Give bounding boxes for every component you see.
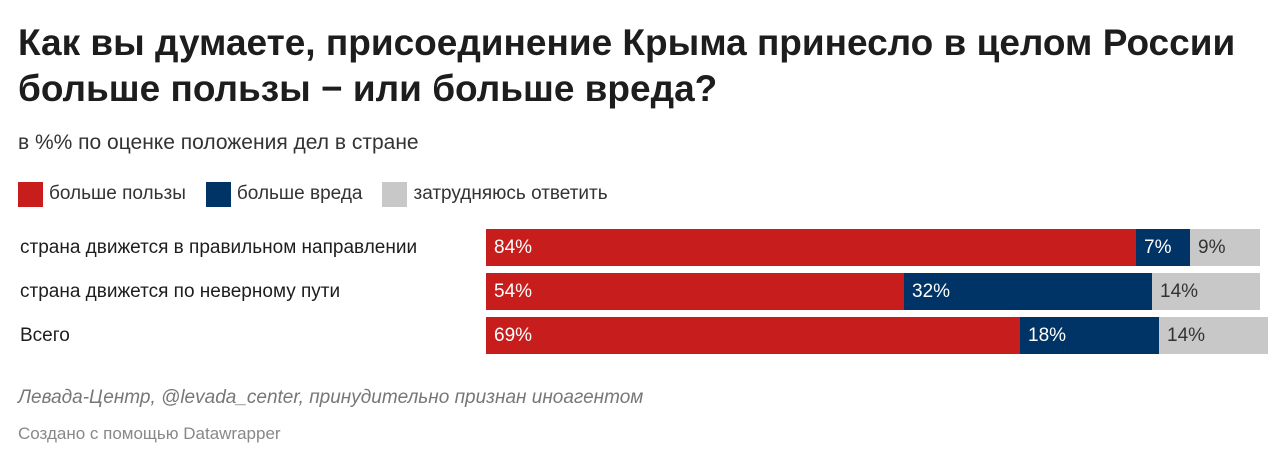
- chart-subtitle: в %% по оценке положения дел в стране: [18, 131, 419, 154]
- legend: больше пользы больше вреда затрудняюсь о…: [18, 180, 628, 208]
- bar-row: страна движется по неверному пути 54% 32% 1…: [0, 273, 1280, 310]
- legend-item-benefit: больше пользы: [18, 181, 186, 207]
- legend-label-benefit: больше пользы: [49, 183, 186, 204]
- data-label: 69%: [494, 325, 533, 346]
- legend-swatch-harm: [205, 181, 231, 207]
- data-label: 32%: [912, 281, 951, 302]
- bar-track: 84% 7% 9%: [486, 229, 1260, 266]
- datawrapper-credit: Создано с помощью Datawrapper: [18, 424, 281, 443]
- legend-item-harm: больше вреда: [205, 181, 363, 207]
- bar-row: Всего 69% 18% 14%: [0, 317, 1280, 354]
- legend-label-harm: больше вреда: [236, 183, 363, 204]
- bar-segment-harm: [904, 273, 1152, 310]
- category-label: Всего: [20, 325, 70, 346]
- source-note: Левада-Центр, @levada_center, принудител…: [18, 387, 644, 408]
- category-label: страна движется по неверному пути: [20, 281, 341, 302]
- chart-title: Как вы думаете, присоединение Крыма прин…: [18, 22, 1236, 109]
- data-label: 14%: [1167, 325, 1206, 346]
- bar-segment-harm: [1136, 229, 1190, 266]
- bar-track: 54% 32% 14%: [486, 273, 1260, 310]
- bar-segment-benefit: [486, 317, 1020, 354]
- bar-segment-unsure: [1190, 229, 1260, 266]
- bar-segment-harm: [1020, 317, 1159, 354]
- data-label: 18%: [1028, 325, 1067, 346]
- bar-segment-unsure: [1152, 273, 1260, 310]
- bar-segment-benefit: [486, 273, 904, 310]
- bar-track: 69% 18% 14%: [486, 317, 1268, 354]
- legend-label-unsure: затрудняюсь ответить: [413, 183, 608, 204]
- legend-swatch-unsure: [382, 181, 408, 207]
- data-label: 84%: [494, 237, 533, 258]
- legend-item-unsure: затрудняюсь ответить: [382, 181, 608, 207]
- category-label: страна движется в правильном направлении: [20, 237, 418, 258]
- bar-segment-benefit: [486, 229, 1136, 266]
- data-label: 9%: [1198, 237, 1226, 258]
- data-label: 7%: [1144, 237, 1172, 258]
- data-label: 54%: [494, 281, 533, 302]
- bar-segment-unsure: [1159, 317, 1268, 354]
- bar-row: страна движется в правильном направлении…: [0, 229, 1280, 266]
- data-label: 14%: [1160, 281, 1199, 302]
- legend-swatch-benefit: [18, 181, 43, 207]
